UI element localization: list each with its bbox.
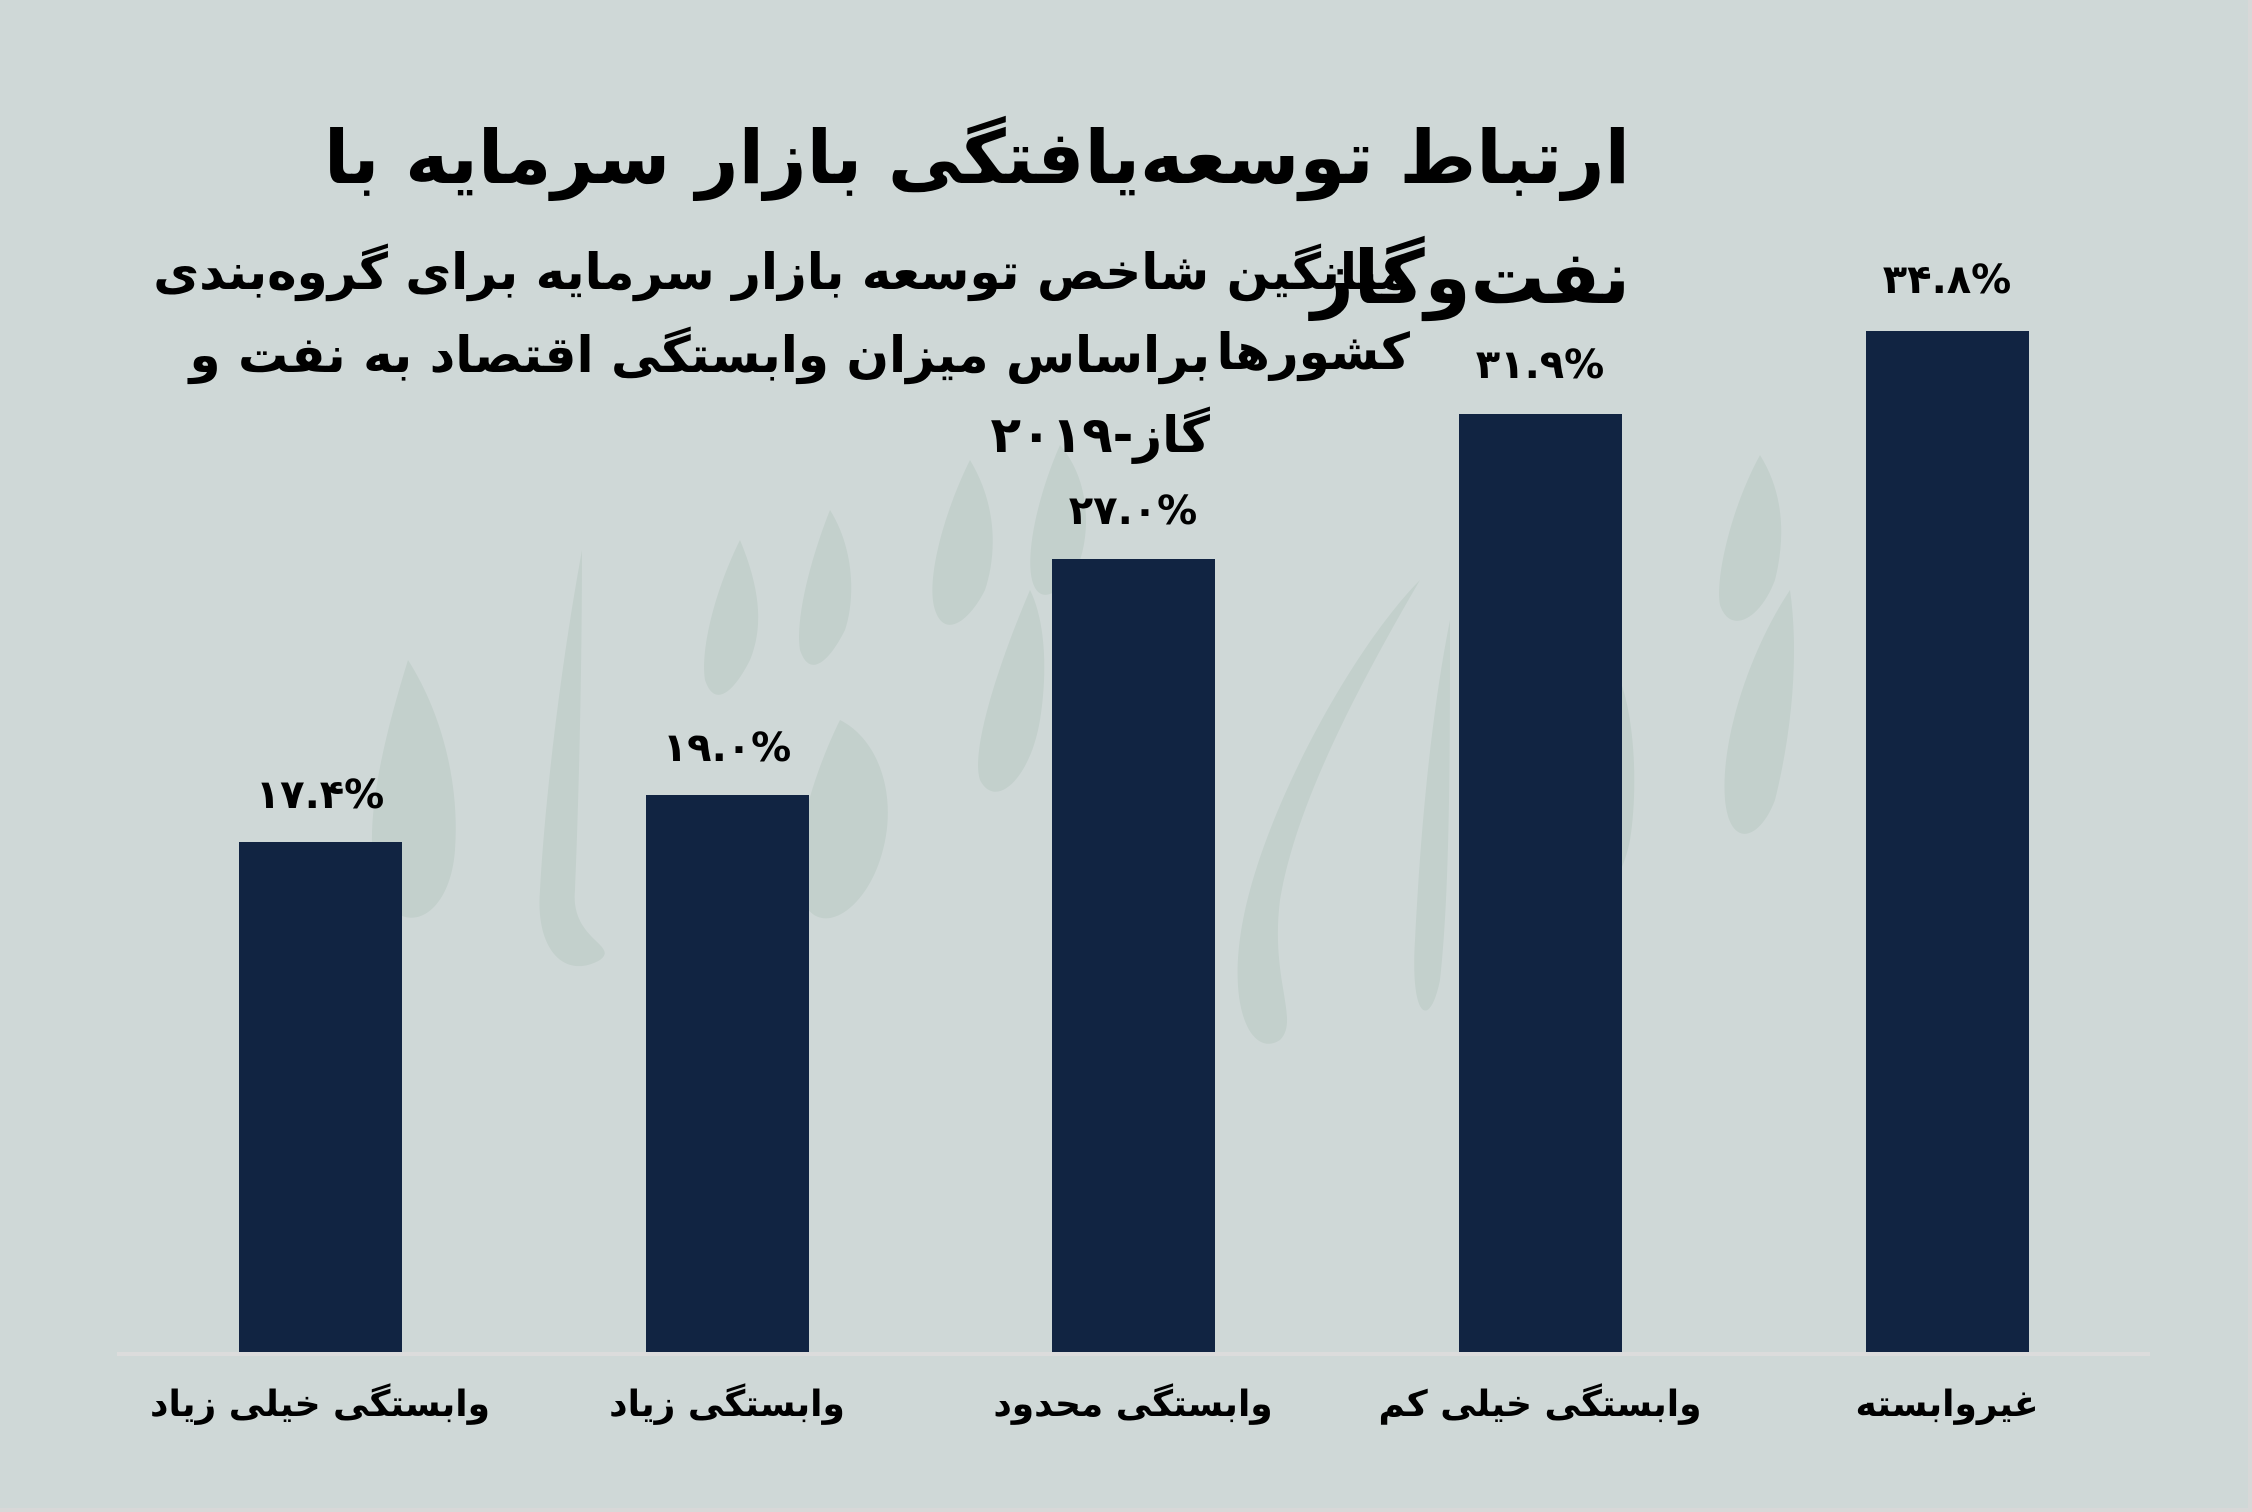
bar-very-low-dependence [1459, 414, 1622, 1352]
chart-subtitle-line2: براساس میزان وابستگی اقتصاد به نفت و گاز… [189, 326, 1211, 464]
bar-very-high-dependence [239, 842, 402, 1352]
x-axis-baseline [117, 1352, 2150, 1356]
bar-value-label: ۲۷.۰% [1068, 488, 1198, 534]
bar-value-label: ۱۹.۰% [662, 725, 792, 771]
category-label: وابستگی محدود [993, 1384, 1273, 1425]
chart-title: ارتباط توسعه‌یافتگی بازار سرمایه با نفت‌… [323, 115, 1632, 321]
category-label: وابستگی خیلی زیاد [150, 1384, 490, 1425]
bar-limited-dependence [1052, 559, 1215, 1352]
chart-subtitle-line1: میانگین شاخص توسعه بازار سرمایه برای گرو… [153, 243, 1411, 381]
category-label: غیروابسته [1855, 1384, 2039, 1425]
category-label: وابستگی زیاد [609, 1384, 845, 1425]
bar-value-label: ۳۱.۹% [1475, 342, 1605, 388]
bar-value-label: ۳۴.۸% [1882, 257, 2012, 303]
bar-independent [1866, 331, 2029, 1352]
bar-high-dependence [646, 795, 809, 1352]
bar-value-label: ۱۷.۴% [255, 772, 385, 818]
category-label: وابستگی خیلی کم [1378, 1384, 1702, 1425]
